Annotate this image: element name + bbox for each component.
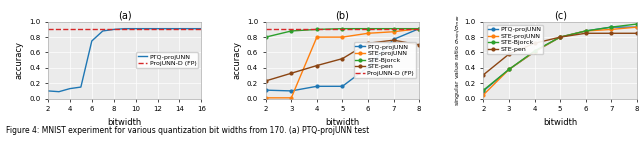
PTQ-projUNN <box>88 40 95 42</box>
STE-pen <box>313 65 321 66</box>
Legend: PTQ-projUNN, STE-projUNN, STE-Bjorck, STE-pen: PTQ-projUNN, STE-projUNN, STE-Bjorck, ST… <box>486 25 543 54</box>
Legend: PTQ-projUNN, STE-projUNN, STE-Bjorck, STE-pen, ProjUNN-D (FP): PTQ-projUNN, STE-projUNN, STE-Bjorck, ST… <box>353 42 416 78</box>
PTQ-projUNN <box>390 39 397 40</box>
STE-Bjorck <box>505 69 513 70</box>
PTQ-projUNN <box>364 66 372 68</box>
STE-pen <box>531 42 538 44</box>
PTQ-projUNN <box>55 91 63 93</box>
STE-projUNN <box>582 30 589 32</box>
STE-projUNN <box>287 97 295 99</box>
STE-Bjorck <box>339 28 346 30</box>
Line: PTQ-projUNN: PTQ-projUNN <box>482 26 638 92</box>
STE-Bjorck <box>415 28 423 30</box>
PTQ-projUNN <box>479 90 487 92</box>
Line: STE-projUNN: STE-projUNN <box>264 27 420 99</box>
ProjUNN-D (FP) <box>236 28 244 30</box>
Y-axis label: accuracy: accuracy <box>232 41 241 79</box>
STE-pen <box>415 44 423 46</box>
STE-projUNN <box>607 29 615 30</box>
PTQ-projUNN <box>287 90 295 92</box>
STE-Bjorck <box>607 26 615 28</box>
ProjUNN-D (FP) <box>33 28 41 30</box>
PTQ-projUNN <box>99 30 107 32</box>
Title: (c): (c) <box>554 11 566 21</box>
STE-Bjorck <box>390 28 397 30</box>
PTQ-projUNN <box>66 88 74 89</box>
Line: PTQ-projUNN: PTQ-projUNN <box>264 27 420 92</box>
PTQ-projUNN <box>121 28 129 30</box>
STE-Bjorck <box>313 29 321 30</box>
Title: (a): (a) <box>118 11 131 21</box>
PTQ-projUNN <box>607 26 615 28</box>
PTQ-projUNN <box>175 28 183 30</box>
Line: STE-pen: STE-pen <box>264 39 420 82</box>
PTQ-projUNN <box>77 86 84 88</box>
Line: STE-Bjorck: STE-Bjorck <box>482 23 638 91</box>
STE-pen <box>287 72 295 74</box>
PTQ-projUNN <box>339 85 346 87</box>
STE-pen <box>505 53 513 55</box>
PTQ-projUNN <box>582 30 589 32</box>
PTQ-projUNN <box>415 28 423 30</box>
PTQ-projUNN <box>110 29 118 30</box>
STE-pen <box>364 42 372 44</box>
STE-projUNN <box>339 36 346 38</box>
STE-Bjorck <box>556 36 564 38</box>
Line: PTQ-projUNN: PTQ-projUNN <box>48 29 202 92</box>
X-axis label: bitwidth: bitwidth <box>325 118 360 127</box>
Line: STE-Bjorck: STE-Bjorck <box>264 27 420 39</box>
STE-pen <box>339 58 346 59</box>
STE-projUNN <box>633 26 640 28</box>
X-axis label: bitwidth: bitwidth <box>543 118 577 127</box>
STE-Bjorck <box>633 23 640 25</box>
PTQ-projUNN <box>505 69 513 70</box>
ProjUNN-D (FP) <box>22 28 30 30</box>
STE-projUNN <box>531 51 538 53</box>
PTQ-projUNN <box>44 90 52 92</box>
STE-pen <box>390 39 397 41</box>
PTQ-projUNN <box>633 26 640 28</box>
STE-projUNN <box>556 36 564 38</box>
PTQ-projUNN <box>132 28 140 30</box>
Line: STE-projUNN: STE-projUNN <box>482 26 638 96</box>
ProjUNN-D (FP) <box>211 28 218 30</box>
STE-Bjorck <box>287 30 295 32</box>
PTQ-projUNN <box>531 51 538 53</box>
Title: (b): (b) <box>335 11 349 21</box>
PTQ-projUNN <box>154 28 161 30</box>
Y-axis label: accuracy: accuracy <box>15 41 24 79</box>
STE-projUNN <box>479 94 487 96</box>
STE-pen <box>607 32 615 34</box>
PTQ-projUNN <box>198 28 205 30</box>
STE-pen <box>633 32 640 34</box>
PTQ-projUNN <box>313 85 321 87</box>
STE-Bjorck <box>479 89 487 91</box>
PTQ-projUNN <box>262 89 269 91</box>
STE-projUNN <box>262 97 269 99</box>
STE-Bjorck <box>531 50 538 52</box>
STE-Bjorck <box>262 36 269 38</box>
STE-projUNN <box>313 36 321 38</box>
STE-pen <box>582 32 589 34</box>
STE-pen <box>479 74 487 76</box>
PTQ-projUNN <box>556 36 564 38</box>
STE-projUNN <box>415 28 423 30</box>
STE-Bjorck <box>582 30 589 32</box>
Line: STE-pen: STE-pen <box>482 32 638 76</box>
Text: Figure 4: MNIST experiment for various quantization bit widths from 170. (a) PTQ: Figure 4: MNIST experiment for various q… <box>6 126 370 135</box>
STE-projUNN <box>390 31 397 33</box>
Legend: PTQ-projUNN, ProjUNN-D (FP): PTQ-projUNN, ProjUNN-D (FP) <box>136 52 198 68</box>
X-axis label: bitwidth: bitwidth <box>108 118 142 127</box>
STE-pen <box>262 80 269 82</box>
STE-pen <box>556 36 564 38</box>
STE-projUNN <box>505 69 513 70</box>
STE-projUNN <box>364 32 372 34</box>
Y-axis label: singular value ratio $\sigma_{min}/\sigma_{max}$: singular value ratio $\sigma_{min}/\sigm… <box>453 14 462 106</box>
STE-Bjorck <box>364 28 372 30</box>
